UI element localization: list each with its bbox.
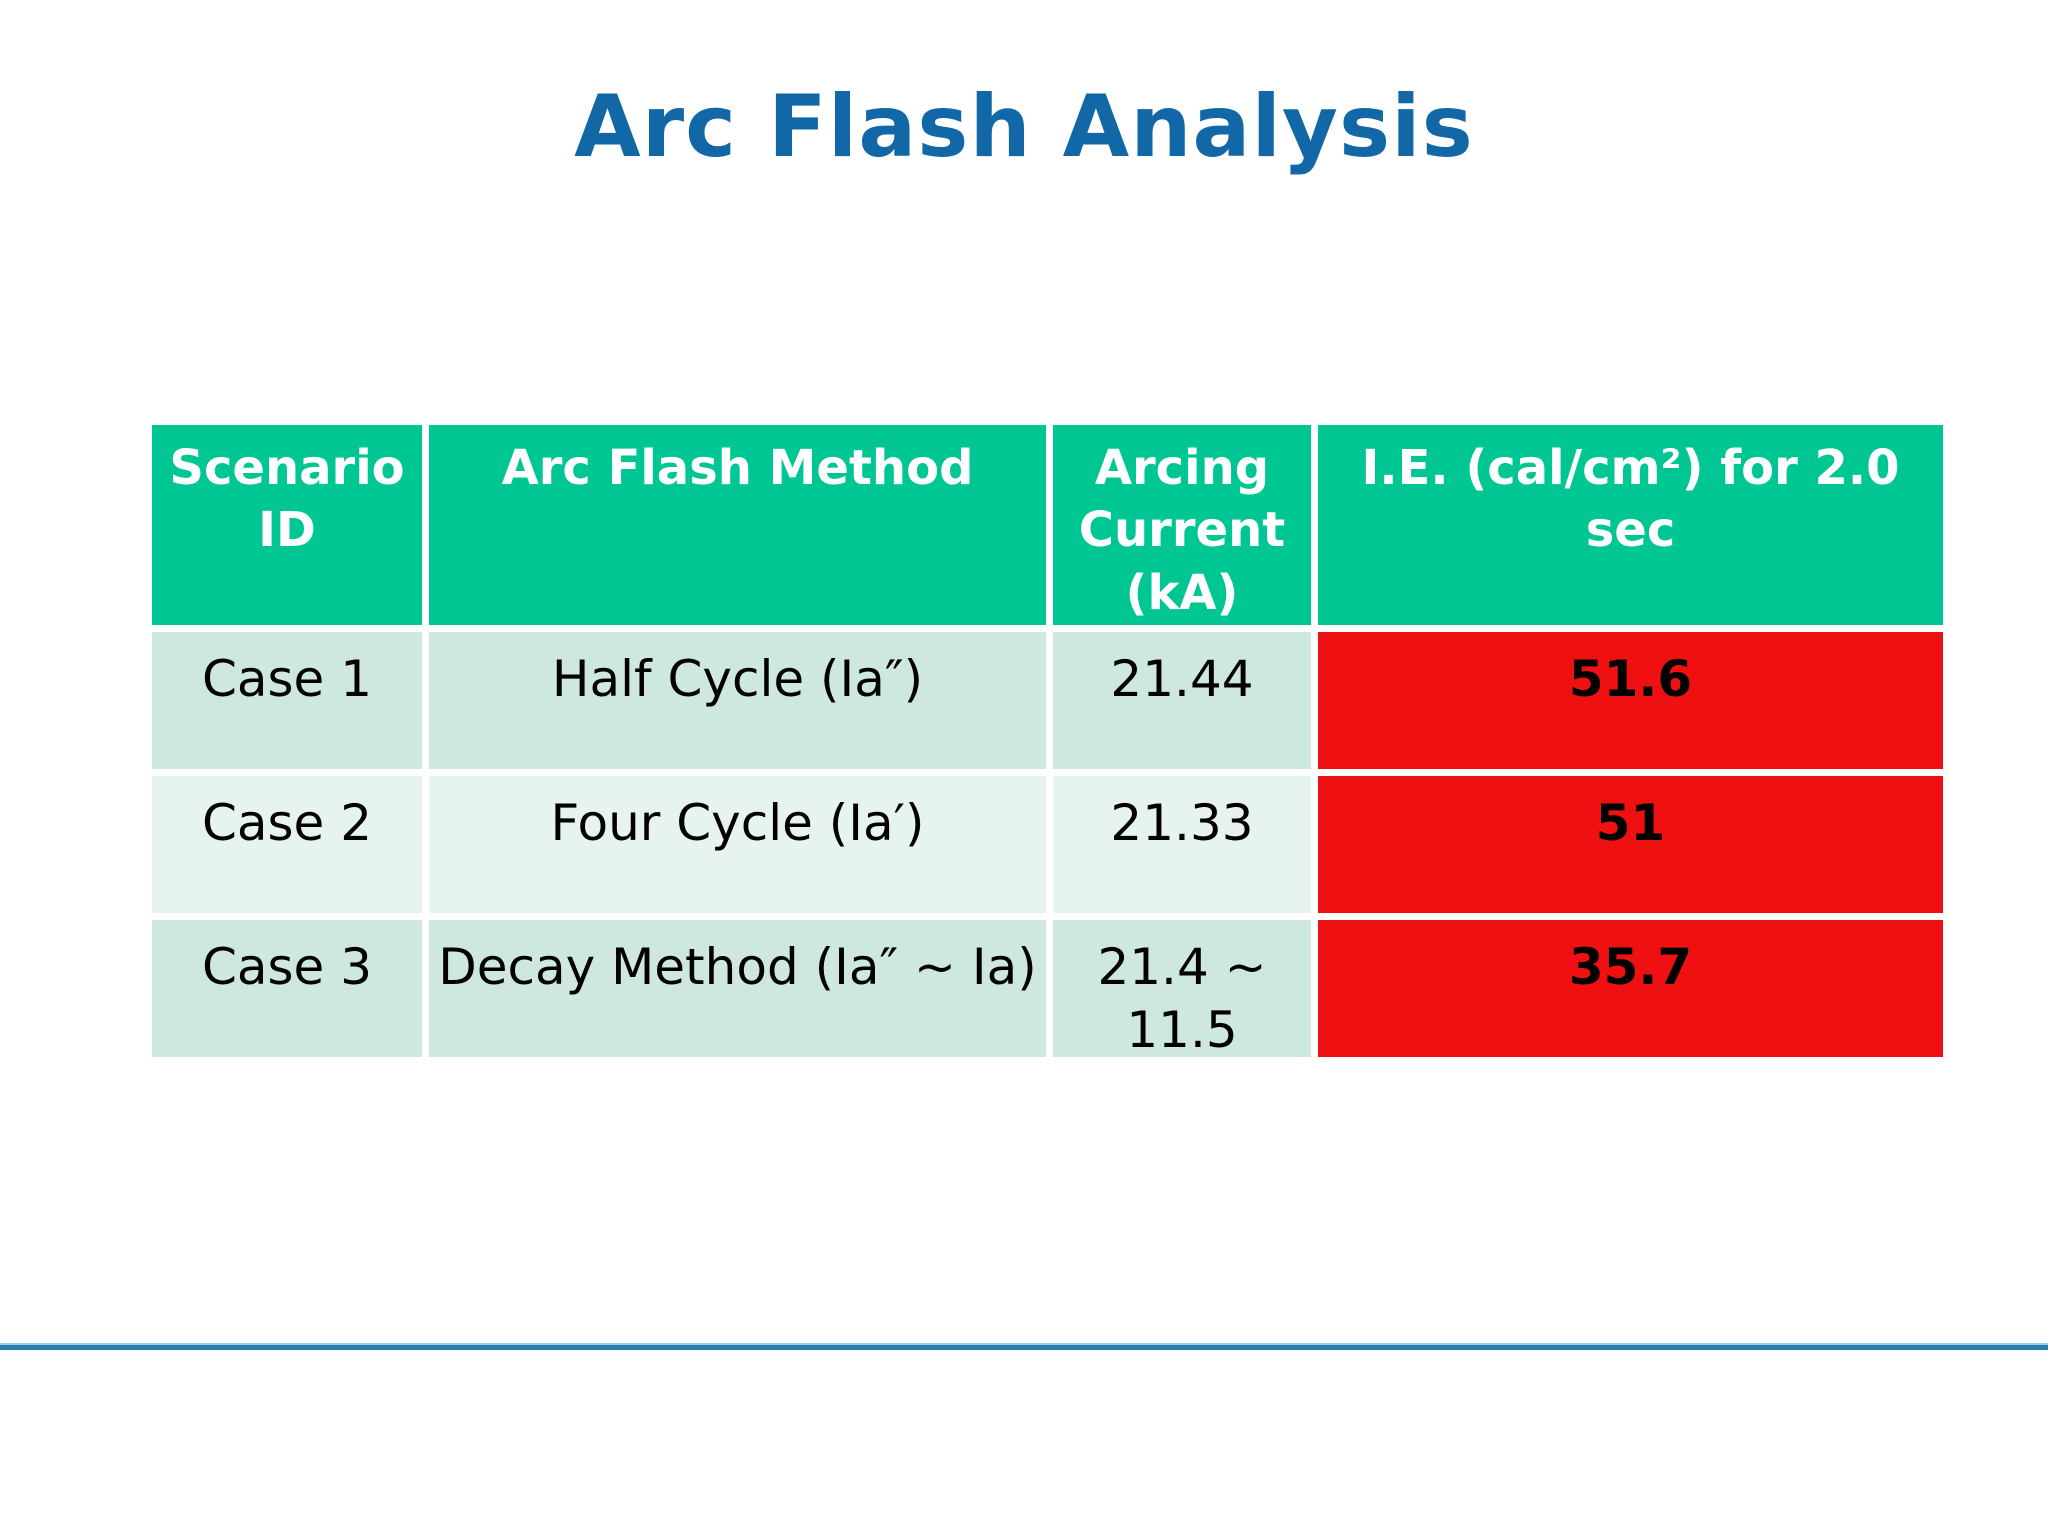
cell-scenario-id: Case 1 (152, 632, 422, 769)
arc-flash-table: Scenario ID Arc Flash Method Arcing Curr… (152, 425, 1943, 1057)
cell-arcing-current: 21.44 (1053, 632, 1311, 769)
page-title: Arc Flash Analysis (574, 77, 1474, 177)
cell-arcing-current: 21.4 ~ 11.5 (1053, 920, 1311, 1057)
footer-divider-line (0, 1343, 2048, 1350)
header-cell-incident-energy: I.E. (cal/cm²) for 2.0 sec (1318, 425, 1943, 625)
cell-incident-energy-alert: 35.7 (1318, 920, 1943, 1057)
header-cell-arcing-current: Arcing Current (kA) (1053, 425, 1311, 625)
header-cell-method: Arc Flash Method (429, 425, 1046, 625)
cell-incident-energy-alert: 51.6 (1318, 632, 1943, 769)
cell-scenario-id: Case 3 (152, 920, 422, 1057)
cell-incident-energy-alert: 51 (1318, 776, 1943, 913)
cell-arcing-current: 21.33 (1053, 776, 1311, 913)
cell-method: Half Cycle (Ia″) (429, 632, 1046, 769)
header-cell-scenario-id: Scenario ID (152, 425, 422, 625)
cell-method: Decay Method (Ia″ ~ Ia) (429, 920, 1046, 1057)
cell-method: Four Cycle (Ia′) (429, 776, 1046, 913)
cell-scenario-id: Case 2 (152, 776, 422, 913)
